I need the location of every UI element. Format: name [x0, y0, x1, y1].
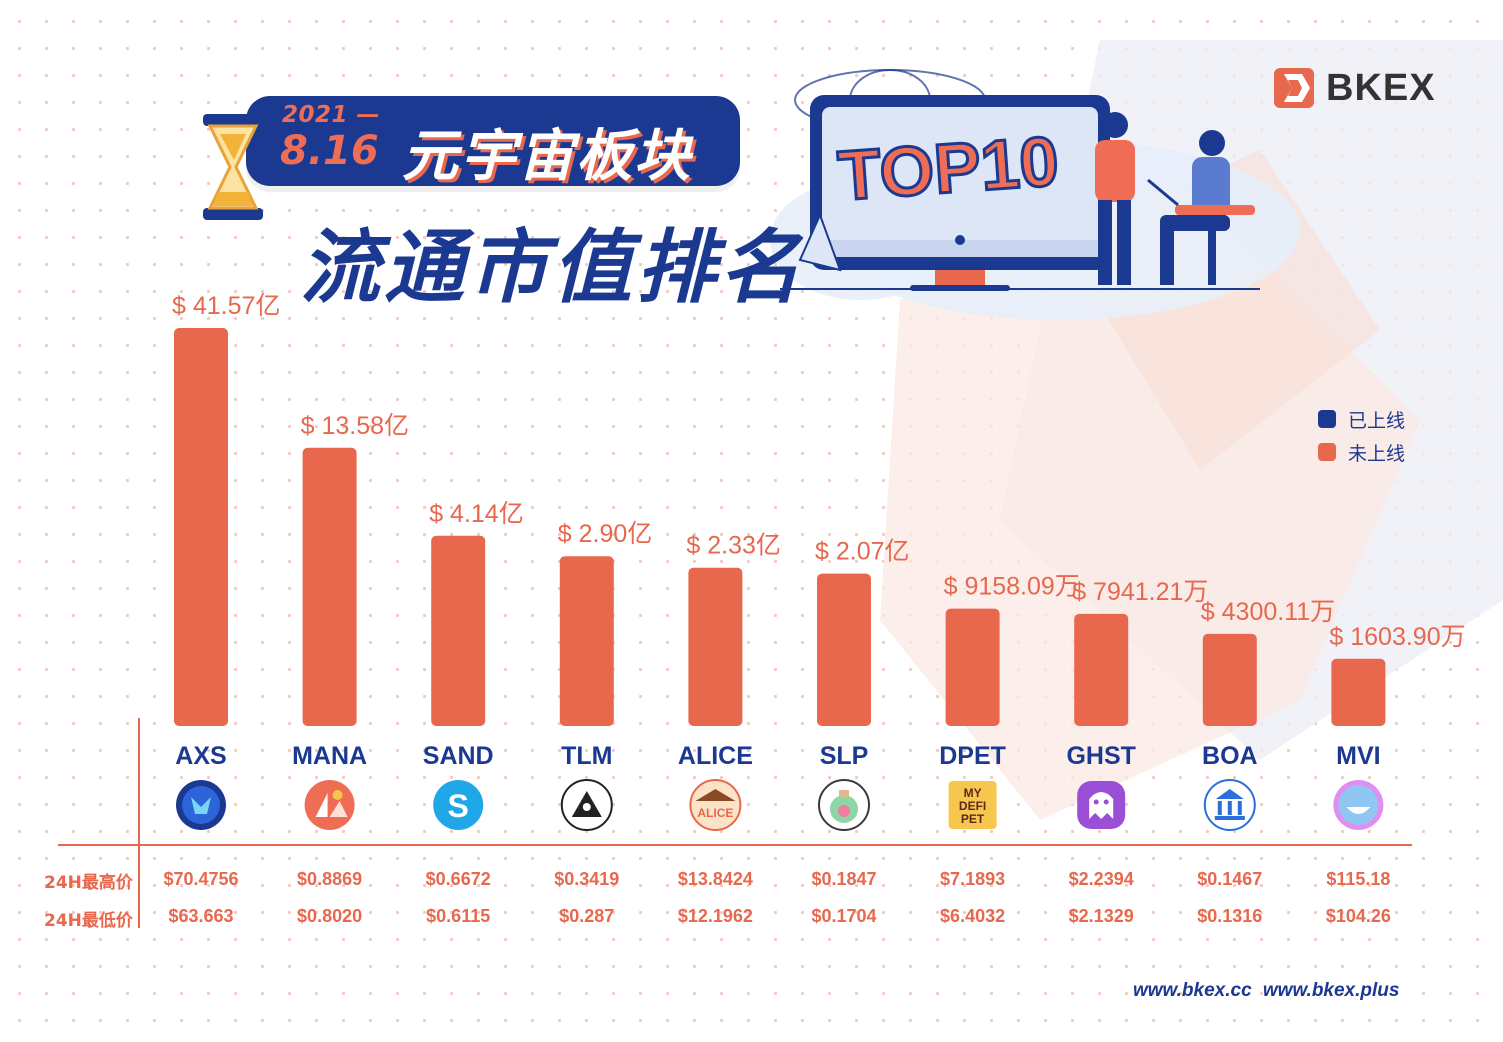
- bar: [174, 328, 228, 726]
- bar: [946, 609, 1000, 726]
- ticker-label: MVI: [1336, 742, 1380, 770]
- low-price-cell: $6.4032: [940, 906, 1005, 926]
- bar-value-label: $ 41.57亿: [172, 292, 280, 320]
- bar-value-label: $ 13.58亿: [301, 412, 409, 440]
- ticker-label: BOA: [1202, 742, 1258, 770]
- svg-text:DEFI: DEFI: [959, 799, 986, 813]
- low-price-cell: $104.26: [1326, 906, 1391, 926]
- low-price-cell: $12.1962: [678, 906, 753, 926]
- bar: [1203, 634, 1257, 726]
- footer-urls: www.bkex.cc www.bkex.plus: [1133, 980, 1399, 1002]
- bar: [688, 568, 742, 726]
- low-price-label: 24H最低价: [44, 906, 133, 931]
- high-price-cell: $0.1847: [811, 869, 876, 889]
- sand-icon: S: [433, 780, 483, 830]
- low-price-cell: $0.8020: [297, 906, 362, 926]
- ticker-label: MANA: [292, 742, 367, 770]
- tlm-icon: [562, 780, 612, 830]
- ticker-label: SAND: [423, 742, 494, 770]
- svg-text:S: S: [448, 788, 469, 824]
- low-price-cell: $63.663: [168, 906, 233, 926]
- boa-icon: [1205, 780, 1255, 830]
- high-price-cell: $115.18: [1326, 869, 1390, 889]
- svg-text:ALICE: ALICE: [697, 806, 733, 820]
- low-price-cell: $0.6115: [426, 906, 490, 926]
- ticker-label: SLP: [820, 742, 869, 770]
- bar: [1331, 659, 1385, 726]
- ticker-label: GHST: [1066, 742, 1135, 770]
- bar: [431, 536, 485, 726]
- slp-icon: [819, 780, 869, 830]
- mvi-icon: [1333, 780, 1383, 830]
- bar-value-label: $ 4300.11万: [1201, 598, 1335, 626]
- mana-icon: [305, 780, 355, 830]
- ghst-icon: [1077, 781, 1125, 829]
- high-price-cell: $0.1467: [1197, 869, 1262, 889]
- bar-value-label: $ 2.33亿: [686, 532, 781, 560]
- high-price-cell: $7.1893: [940, 869, 1005, 889]
- svg-text:PET: PET: [961, 812, 985, 826]
- high-price-cell: $0.3419: [554, 869, 619, 889]
- dpet-icon: MY DEFI PET: [949, 781, 997, 829]
- high-price-cell: $13.8424: [678, 869, 753, 889]
- bar-value-label: $ 2.07亿: [815, 538, 910, 566]
- bar: [817, 574, 871, 726]
- ticker-label: DPET: [939, 742, 1006, 770]
- bar: [303, 448, 357, 726]
- ticker-label: ALICE: [678, 742, 753, 770]
- low-price-cell: $0.287: [559, 906, 614, 926]
- bar-value-label: $ 1603.90万: [1329, 623, 1465, 651]
- high-price-cell: $70.4756: [163, 869, 238, 889]
- bar-value-label: $ 2.90亿: [558, 520, 653, 548]
- high-price-cell: $2.2394: [1069, 869, 1134, 889]
- bar-value-label: $ 7941.21万: [1072, 578, 1208, 606]
- high-price-label: 24H最高价: [44, 868, 133, 893]
- ticker-label: AXS: [175, 742, 226, 770]
- bar-value-label: $ 4.14亿: [429, 500, 524, 528]
- bar: [1074, 614, 1128, 726]
- low-price-cell: $0.1704: [811, 906, 876, 926]
- low-price-cell: $2.1329: [1069, 906, 1134, 926]
- bar-value-label: $ 9158.09万: [944, 573, 1080, 601]
- bar: [560, 556, 614, 726]
- high-price-cell: $0.8869: [297, 869, 362, 889]
- ticker-label: TLM: [561, 742, 612, 770]
- axs-icon: [176, 780, 226, 830]
- svg-text:MY: MY: [964, 786, 982, 800]
- alice-icon: ALICE: [690, 780, 740, 830]
- low-price-cell: $0.1316: [1197, 906, 1262, 926]
- high-price-cell: $0.6672: [426, 869, 491, 889]
